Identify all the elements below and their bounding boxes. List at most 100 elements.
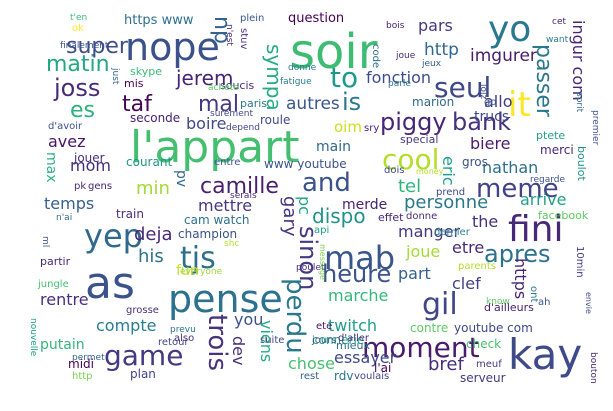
word-poulet: poulet xyxy=(296,263,325,273)
word-bref: bref xyxy=(428,354,464,375)
word-biere: biere xyxy=(470,134,511,153)
word-dailleurs: d'ailleurs xyxy=(484,301,534,314)
word-envie: envie xyxy=(584,292,593,314)
word-jouer: jouer xyxy=(74,151,105,165)
word-meuf: meuf xyxy=(476,359,502,370)
word-http-top: http xyxy=(424,40,459,60)
word-bouton: bouton xyxy=(588,352,598,384)
word-connerie: connerie xyxy=(312,333,365,347)
word-ok: ok xyxy=(72,23,84,34)
word-effet: effet xyxy=(378,211,404,224)
word-sprit: sprit xyxy=(574,92,584,113)
word-eric: eric xyxy=(439,156,458,186)
word-dispo: dispo xyxy=(312,204,366,228)
word-deja: deja xyxy=(134,224,173,245)
word-check: check xyxy=(466,337,502,351)
word-imgurer: imgurer xyxy=(470,46,537,66)
word-nest: n'est xyxy=(224,24,234,46)
word-prevu: prevu xyxy=(170,325,196,335)
word-mal: mal xyxy=(198,92,240,117)
word-know: know xyxy=(486,297,510,307)
word-you: you xyxy=(234,310,264,329)
word-es: es xyxy=(70,98,95,123)
word-trucs: trucs xyxy=(474,109,510,125)
word-lai: l'ai xyxy=(374,361,392,375)
word-courant: courant xyxy=(126,155,173,169)
word-finalement: finalement xyxy=(60,41,109,51)
word-as: as xyxy=(85,258,135,309)
word-ah: ah xyxy=(538,297,551,308)
word-cet: cet xyxy=(552,17,567,27)
word-daller: d'aller xyxy=(338,333,370,344)
word-serveur: serveur xyxy=(460,371,506,385)
word-jeux: jeux xyxy=(422,59,442,69)
word-soucis: soucis xyxy=(220,79,255,92)
word-roule: roule xyxy=(260,113,291,127)
word-go: go xyxy=(484,97,497,108)
word-perdu: perdu xyxy=(280,278,310,354)
word-ml: ml xyxy=(40,236,50,248)
word-tjs: tjs xyxy=(180,241,216,276)
word-lappart: l'appart xyxy=(130,122,300,173)
word-midi: midi xyxy=(68,357,94,371)
word-mom: mom xyxy=(70,156,111,175)
word-piggy: piggy xyxy=(380,108,447,136)
word-allo: allo xyxy=(484,92,513,111)
word-premier: premier xyxy=(590,110,600,146)
word-10min: 10min xyxy=(574,246,585,278)
word-pk: pk xyxy=(74,181,87,192)
word-soir: soir xyxy=(290,24,378,80)
word-pv: pv xyxy=(173,170,189,188)
word-bank: bank xyxy=(452,108,512,136)
word-matin: matin xyxy=(46,52,110,77)
word-fonction: fonction xyxy=(366,68,432,87)
word-https: https xyxy=(511,258,530,300)
word-mab: mab xyxy=(324,239,396,277)
word-everyone: everyone xyxy=(180,267,223,277)
word-voulais: voulais xyxy=(354,371,390,382)
word-sympa: sympa xyxy=(262,44,286,111)
word-jours: jours xyxy=(312,335,337,346)
word-gary: gary xyxy=(279,196,300,237)
word-youtube-com: youtube com xyxy=(454,321,533,335)
word-meme: meme xyxy=(476,174,559,204)
word-ont: ont xyxy=(528,286,539,303)
word-achete: achete xyxy=(208,83,239,93)
word-tel: tel xyxy=(398,176,422,197)
word-cam-watch: cam watch xyxy=(184,213,250,227)
word-paris: paris xyxy=(240,97,268,110)
word-donne-mid: donne xyxy=(406,211,438,222)
word-taf: taf xyxy=(122,92,152,117)
word-mis: mis xyxy=(124,77,144,90)
word-suite: suite xyxy=(260,335,285,346)
word-serais: serais xyxy=(230,191,257,201)
word-mettre: mettre xyxy=(198,196,253,215)
word-sry: sry xyxy=(364,123,380,134)
word-dois: dois xyxy=(384,165,405,176)
word-bois: bois xyxy=(386,21,405,31)
word-boulot: boulot xyxy=(575,146,588,181)
word-nouvelle: nouvelle xyxy=(28,318,38,357)
word-ingur-com: ingur com xyxy=(569,20,588,101)
word-regarde: regarde xyxy=(530,175,566,185)
word-avez: avez xyxy=(48,132,86,151)
word-yep: yep xyxy=(84,217,143,255)
word-cool: cool xyxy=(382,143,440,176)
word-rentre-big: rentre xyxy=(40,290,89,309)
word-camille: camille xyxy=(200,174,279,199)
word-mieux: mieux xyxy=(336,339,371,352)
word-etre: etre xyxy=(452,238,485,257)
word-marche: marche xyxy=(328,286,389,305)
word-his: his xyxy=(138,246,164,267)
word-permet: permet xyxy=(72,353,105,363)
word-personne: personne xyxy=(404,192,489,213)
word-is: is xyxy=(342,88,362,116)
word-merde: merde xyxy=(342,197,388,213)
word-arrive: arrive xyxy=(520,190,567,209)
word-ten: t'en xyxy=(70,13,88,23)
word-skype: skype xyxy=(130,65,162,78)
word-part: part xyxy=(398,264,431,283)
word-game: game xyxy=(104,339,184,372)
word-fatigue: fatigue xyxy=(280,77,312,87)
